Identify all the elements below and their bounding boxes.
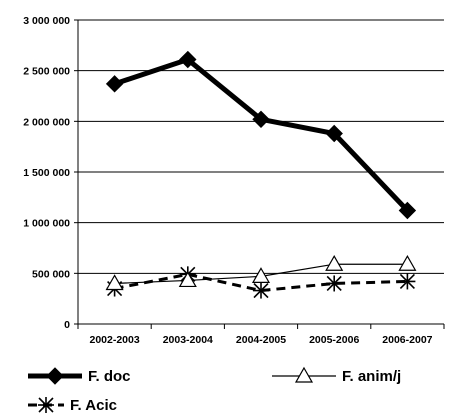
legend-item: F. Acic [28, 397, 117, 414]
legend-label: F. Acic [70, 397, 117, 414]
x-tick-label: 2002-2003 [89, 334, 139, 346]
gridlines [78, 19, 444, 274]
series-line [114, 272, 408, 293]
data-point-asterisk [253, 282, 269, 299]
x-tick-label: 2004-2005 [236, 334, 286, 346]
data-point-triangle [398, 255, 417, 271]
data-point-triangle [178, 271, 197, 288]
x-tick-label: 2006-2007 [382, 334, 432, 346]
series-f-anim-j [105, 255, 417, 291]
y-tick-label: 1 000 000 [23, 218, 70, 230]
data-point-diamond [46, 367, 64, 385]
data-point-triangle [294, 366, 314, 383]
data-point-triangle [105, 274, 124, 291]
data-point-triangle [251, 267, 271, 283]
y-tick-label: 500 000 [32, 268, 70, 280]
legend-item: F. doc [28, 367, 131, 385]
legend-item: F. anim/j [272, 366, 401, 385]
legend-label: F. anim/j [342, 368, 401, 385]
y-tick-label: 1 500 000 [23, 167, 70, 179]
y-tick-label: 2 500 000 [23, 66, 70, 78]
y-tick-label: 0 [64, 319, 70, 331]
legend-label: F. doc [88, 368, 131, 385]
data-point-diamond [252, 110, 270, 129]
x-tick-labels: 2002-2003 2003-2004 2004-2005 2005-2006 2006… [89, 334, 432, 346]
series-line [113, 56, 410, 213]
data-point-diamond [179, 50, 197, 69]
y-tick-label: 2 000 000 [23, 116, 70, 128]
y-tick-labels: 0 500 000 1 000 000 1 500 000 2 000 000 2 500… [23, 15, 70, 331]
x-tick-label: 2003-2004 [163, 334, 213, 346]
data-point-asterisk [399, 273, 416, 290]
series-f-doc [105, 50, 417, 220]
axes [74, 19, 445, 329]
legend: F. doc F. anim/j F. Acic [28, 366, 401, 414]
x-tick-label: 2005-2006 [309, 334, 359, 346]
data-point-triangle [325, 255, 344, 271]
data-point-diamond [398, 201, 417, 220]
data-point-asterisk [38, 397, 54, 413]
data-point-asterisk [326, 275, 343, 292]
data-point-diamond [105, 75, 124, 93]
y-tick-label: 3 000 000 [23, 15, 70, 27]
series-lines [105, 50, 417, 299]
data-point-diamond [325, 124, 343, 143]
